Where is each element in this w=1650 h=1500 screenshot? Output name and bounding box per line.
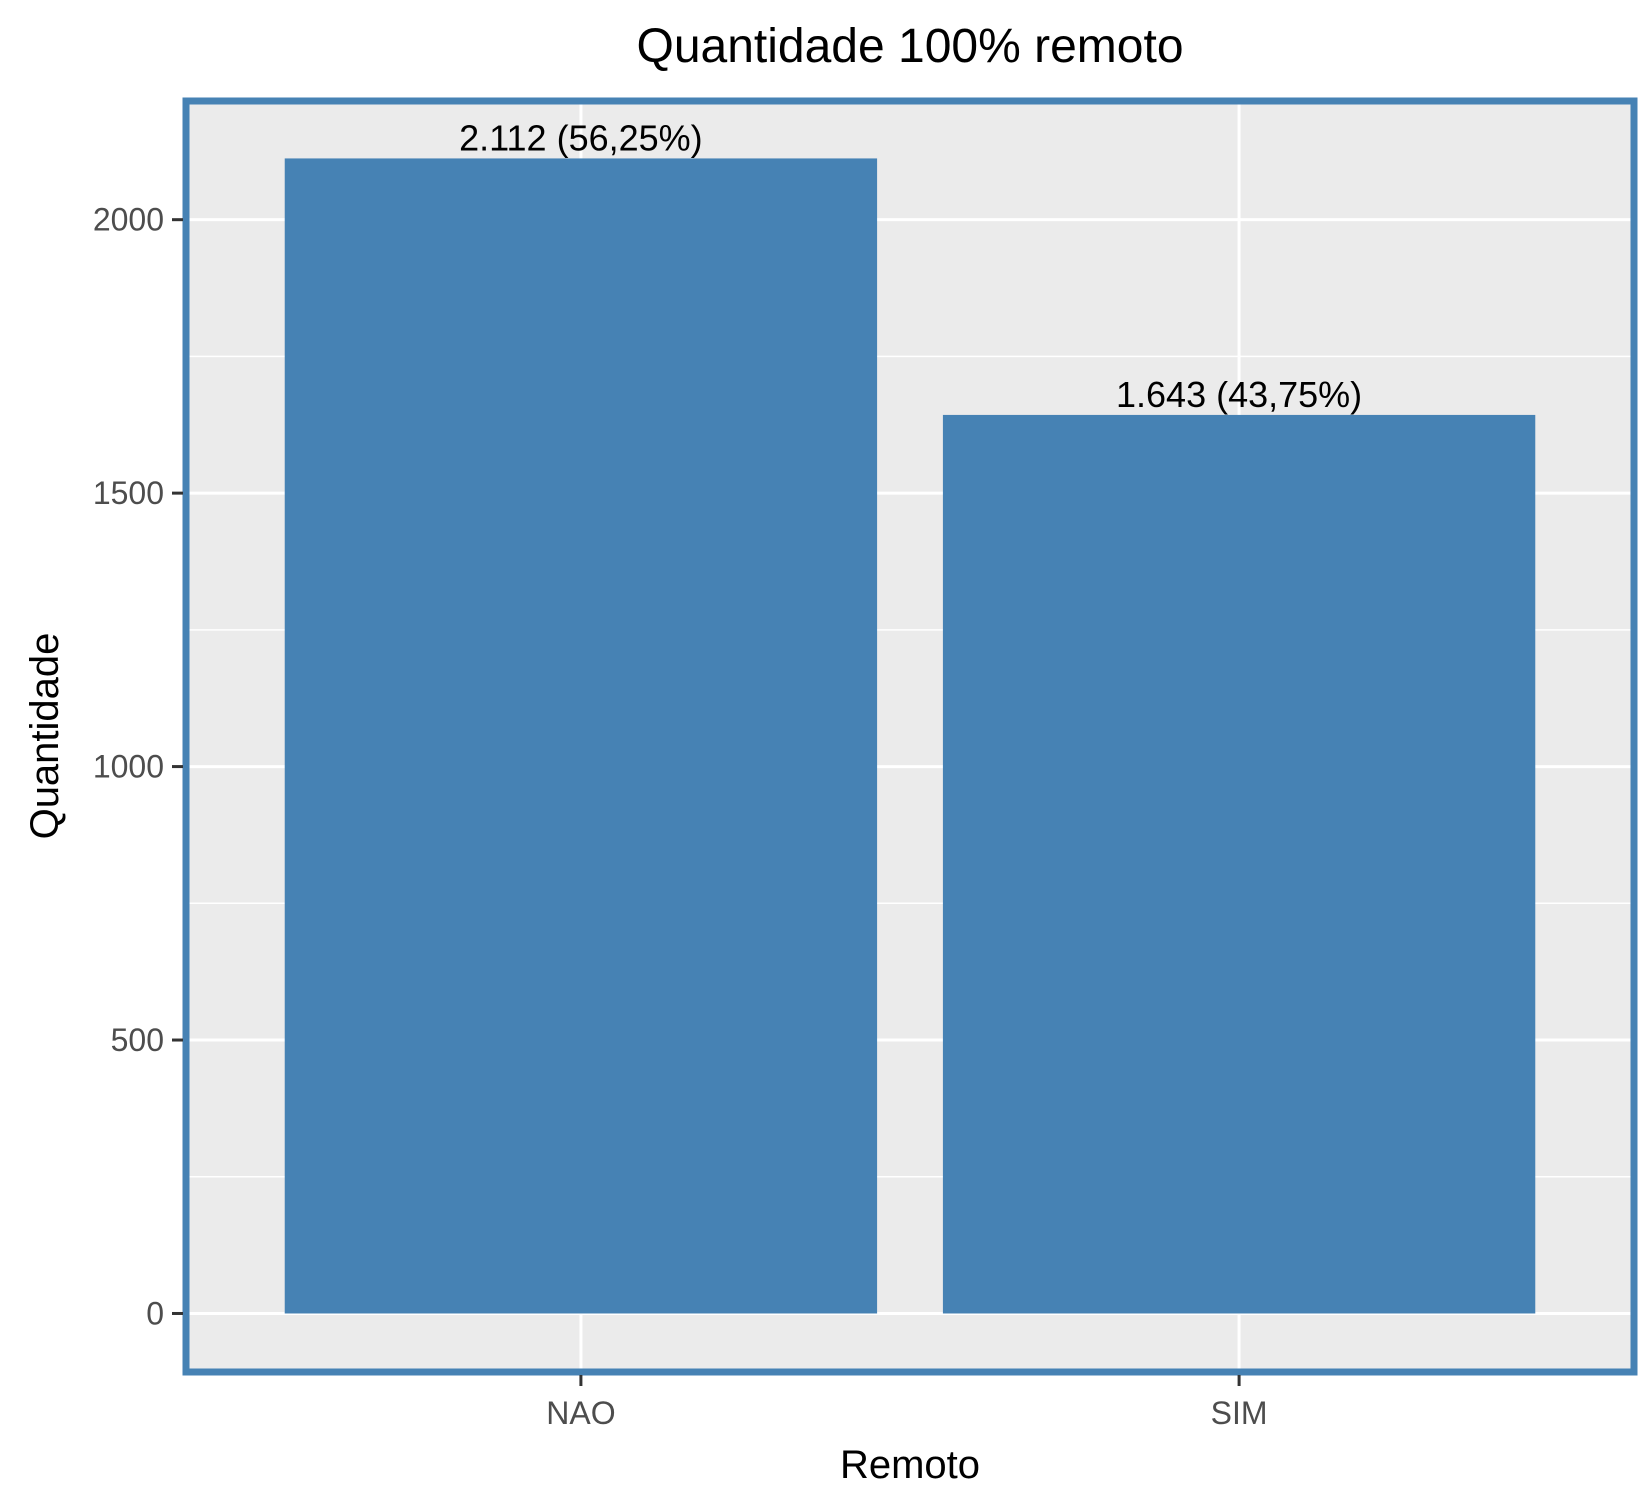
y-axis-ticks: 0 500 1000 1500 2000 — [93, 202, 183, 1331]
y-tick-label: 1500 — [93, 475, 164, 511]
y-tick-label: 2000 — [93, 202, 164, 238]
bar-sim — [942, 414, 1536, 1314]
x-tick-label-nao: NAO — [546, 1395, 615, 1431]
x-tick-label-sim: SIM — [1211, 1395, 1268, 1431]
x-axis-ticks: NAO SIM — [546, 1375, 1268, 1431]
plot-border — [182, 97, 1638, 1376]
bars — [284, 158, 1536, 1314]
y-tick-label: 0 — [146, 1295, 164, 1331]
bar-nao — [284, 158, 878, 1314]
chart-title: Quantidade 100% remoto — [636, 20, 1183, 73]
data-label-nao: 2.112 (56,25%) — [459, 117, 703, 158]
data-label-sim: 1.643 (43,75%) — [1116, 374, 1362, 415]
data-labels: 2.112 (56,25%) 1.643 (43,75%) — [459, 117, 1362, 414]
y-tick-label: 500 — [111, 1022, 164, 1058]
y-axis-title: Quantidade — [23, 633, 67, 840]
x-axis-title: Remoto — [840, 1443, 980, 1487]
y-tick-label: 1000 — [93, 749, 164, 785]
